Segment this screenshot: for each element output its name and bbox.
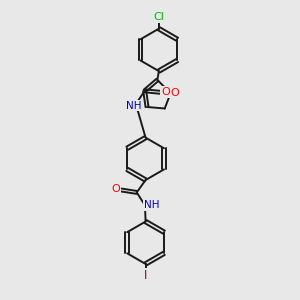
Text: NH: NH — [126, 100, 141, 110]
Text: O: O — [161, 87, 170, 97]
Text: O: O — [112, 184, 121, 194]
Text: NH: NH — [144, 200, 159, 210]
Text: O: O — [171, 88, 179, 98]
Text: Cl: Cl — [153, 12, 164, 22]
Text: I: I — [144, 269, 147, 282]
